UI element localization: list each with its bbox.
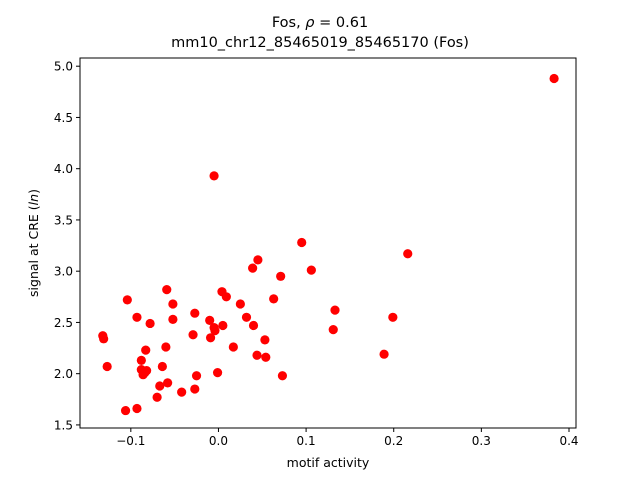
plot-frame [79,57,577,429]
data-point-13 [168,299,178,309]
y-tick-label: 5.0 [54,60,73,74]
data-point-11 [269,294,279,304]
data-point-17 [132,312,142,322]
data-point-47 [191,371,202,381]
data-point-32 [260,335,270,345]
data-point-14 [235,299,245,309]
data-point-22 [145,318,155,329]
data-point-50 [155,381,165,391]
y-tick-label: 1.5 [54,418,73,432]
data-point-41 [157,361,167,372]
y-axis-ticks: 1.5 2.0 2.5 3.0 3.5 4.0 4.5 5.0 [54,60,80,432]
data-point-2 [297,237,307,248]
data-point-40 [102,361,112,372]
y-tick-label: 4.5 [54,111,73,125]
data-point-6 [306,265,316,275]
data-point-34 [228,342,238,352]
data-point-54 [132,403,142,414]
data-point-45 [212,368,223,378]
title-gene: Fos [271,15,297,31]
data-point-19 [388,312,398,322]
data-point-38 [261,352,271,362]
data-point-31 [205,333,216,343]
data-point-10 [221,292,231,302]
data-point-27 [210,326,220,336]
data-point-52 [177,387,187,397]
data-point-8 [162,285,172,295]
y-tick-label: 2.0 [54,367,73,381]
x-tick-label: 0.3 [472,434,491,448]
title-rho-symbol: ρ [305,15,315,31]
data-point-21 [205,315,215,325]
y-axis-label-suffix: ) [26,189,41,194]
data-point-0 [549,73,559,84]
chart-title: Fos, ρ = 0.61 [271,15,369,31]
data-point-12 [122,295,132,305]
data-point-7 [276,271,286,281]
data-point-35 [141,345,151,355]
data-point-46 [138,370,148,380]
x-tick-label: 0.1 [297,434,316,448]
y-axis-label-italic: ln [26,194,41,205]
data-point-16 [190,308,200,318]
points-layer [98,73,559,416]
x-tick-label: 0.0 [209,434,228,448]
data-point-18 [241,312,252,322]
data-point-33 [161,342,171,352]
data-point-30 [99,334,109,344]
data-point-49 [163,378,173,388]
x-tick-label: 0.4 [559,434,578,448]
data-point-39 [136,355,146,365]
data-point-36 [379,349,389,359]
data-point-28 [188,330,198,340]
x-axis-label: motif activity [287,455,370,470]
data-point-15 [330,305,340,315]
title-rho-value: = 0.61 [319,15,369,31]
data-point-51 [190,384,200,394]
y-axis-label-prefix: signal at CRE ( [26,205,41,297]
data-point-4 [253,255,263,265]
data-point-5 [248,263,258,273]
data-point-20 [168,314,178,324]
data-point-26 [328,325,338,335]
data-point-1 [209,171,219,181]
data-point-25 [248,320,259,331]
y-tick-label: 2.5 [54,316,73,330]
y-tick-label: 3.5 [54,213,73,227]
x-axis-ticks: −0.1 0.0 0.1 0.2 0.3 0.4 [116,428,579,448]
y-axis-label: signal at CRE (ln) [26,189,41,297]
data-point-55 [120,405,131,416]
y-tick-label: 4.0 [54,162,73,176]
data-point-3 [403,249,413,259]
data-point-37 [252,350,262,360]
chart-subtitle: mm10_chr12_85465019_85465170 (Fos) [171,35,469,51]
data-point-48 [277,371,288,381]
data-point-53 [152,392,162,402]
y-tick-label: 3.0 [54,265,73,279]
data-point-23 [218,320,228,331]
x-tick-label: −0.1 [116,434,145,448]
x-tick-label: 0.2 [384,434,403,448]
